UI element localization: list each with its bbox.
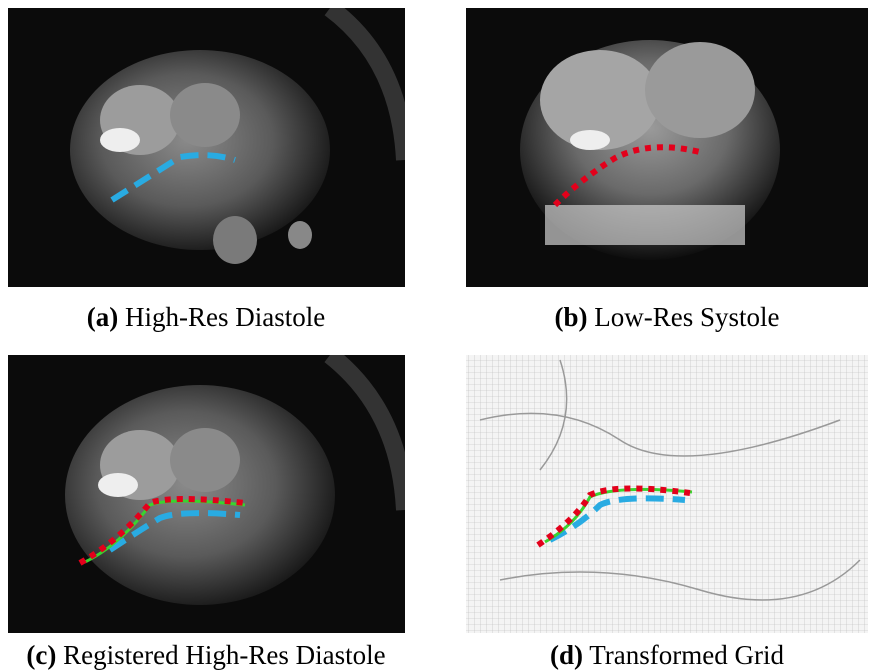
caption-part: (d) [550,640,583,670]
caption-part: High-Res Diastole [125,302,325,332]
caption-d: (d) Transformed Grid [550,640,785,670]
figure: (a) High-Res Diastole (b) Low-Res Systol… [0,0,877,671]
image-a [8,8,405,287]
caption-part: Transformed Grid [589,640,784,670]
caption-part: Low-Res Systole [594,302,779,332]
caption-b: (b) Low-Res Systole [555,302,780,332]
image-d [466,355,868,633]
caption-c: (c) Registered High-Res Diastole [26,640,385,670]
image-b [466,8,868,287]
caption-part: (b) [555,302,588,332]
caption-a: (a) High-Res Diastole [87,302,325,332]
image-c [8,355,405,633]
caption-part: (a) [87,302,118,332]
caption-part: Registered High-Res Diastole [63,640,385,670]
caption-part: (c) [26,640,56,670]
